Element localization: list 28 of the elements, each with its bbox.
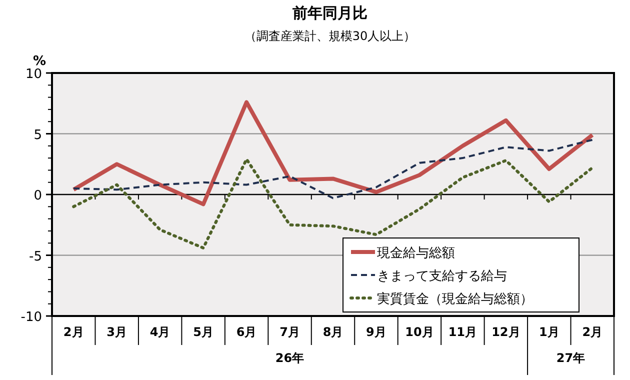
y-tick-label: 0 — [34, 188, 42, 204]
chart-title: 前年同月比 — [292, 4, 368, 22]
x-tick-label: 1月 — [538, 325, 560, 339]
line-series — [72, 100, 594, 206]
x-tick-label: 12月 — [492, 325, 520, 339]
x-tick-label: 3月 — [106, 325, 128, 339]
legend-label: きまって支給する給与 — [377, 269, 507, 284]
y-tick-label: -10 — [20, 310, 42, 325]
x-tick-label: 8月 — [322, 325, 344, 339]
y-tick-label: -5 — [29, 249, 42, 264]
line-series — [72, 138, 594, 200]
x-tick-label: 11月 — [448, 325, 478, 339]
y-axis-title: % — [32, 54, 46, 69]
x-tick-label: 7月 — [280, 325, 300, 339]
x-tick-label: 6月 — [236, 325, 257, 339]
text: 26年 — [275, 351, 304, 365]
x-tick-label: 5月 — [193, 325, 214, 339]
chart-subtitle: （調査産業計、規模30人以上） — [244, 29, 416, 43]
x-tick-label: 4月 — [150, 325, 170, 339]
x-tick-label: 10月 — [405, 325, 434, 339]
x-tick-label: 2月 — [63, 325, 84, 339]
text: 27年 — [556, 351, 586, 365]
legend-label: 実質賃金（現金給与総額） — [377, 291, 533, 307]
x-tick-label: 9月 — [366, 325, 386, 339]
y-tick-label: 10 — [25, 67, 42, 82]
legend-label: 現金給与総額 — [377, 246, 455, 261]
x-tick-label: 2月 — [582, 325, 603, 339]
y-tick-label: 5 — [34, 128, 42, 143]
